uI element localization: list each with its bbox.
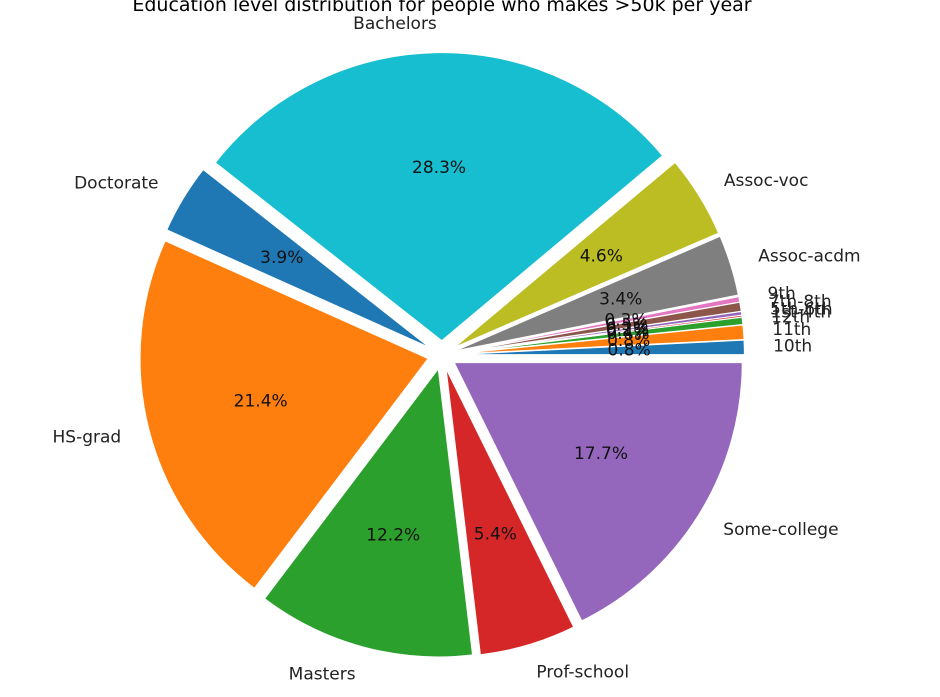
label-12th: 12th bbox=[771, 308, 810, 328]
label-10th: 10th bbox=[773, 337, 812, 357]
label-9th: 9th bbox=[768, 284, 796, 304]
label-bachelors: Bachelors bbox=[353, 14, 437, 34]
label-1st-4th: 1st-4th bbox=[770, 302, 831, 322]
label-5th-6th: 5th-6th bbox=[770, 299, 833, 319]
slice-assoc-acdm bbox=[455, 235, 739, 352]
slice-hs-grad bbox=[139, 240, 429, 590]
pct-hs-grad: 21.4% bbox=[234, 392, 288, 412]
label-hs-grad: HS-grad bbox=[53, 427, 122, 447]
slice-some-college bbox=[453, 362, 743, 622]
pct-1st-4th: 0.1% bbox=[606, 321, 649, 341]
label-assoc-acdm: Assoc-acdm bbox=[758, 247, 860, 267]
slice-masters bbox=[263, 367, 474, 658]
pct-some-college: 17.7% bbox=[574, 444, 628, 464]
slice-doctorate bbox=[166, 168, 430, 349]
pct-prof-school: 5.4% bbox=[474, 524, 517, 544]
pct-10th: 0.8% bbox=[608, 340, 651, 360]
label-7th-8th: 7th-8th bbox=[769, 292, 832, 312]
slice-bachelors bbox=[214, 52, 664, 342]
slice-prof-school bbox=[445, 368, 575, 656]
label-assoc-voc: Assoc-voc bbox=[724, 171, 809, 191]
pie-slices bbox=[139, 52, 745, 658]
pct-doctorate: 3.9% bbox=[260, 248, 303, 268]
pct-masters: 12.2% bbox=[366, 526, 420, 546]
pct-7th-8th: 0.5% bbox=[605, 315, 648, 335]
percent-labels: 0.8%0.8%0.4%0.1%0.2%0.5%0.3%3.4% 4.6% 28.3… bbox=[234, 158, 651, 546]
pct-9th: 0.3% bbox=[604, 311, 647, 331]
pct-5th-6th: 0.2% bbox=[606, 319, 649, 339]
slice-10th bbox=[456, 339, 745, 356]
slice-assoc-voc bbox=[453, 161, 720, 348]
label-masters: Masters bbox=[289, 665, 356, 685]
pct-assoc-acdm: 3.4% bbox=[599, 289, 642, 309]
label-11th: 11th bbox=[772, 320, 811, 340]
slice-11th bbox=[456, 324, 745, 355]
pct-12th: 0.4% bbox=[606, 324, 649, 344]
chart-title: Education level distribution for people … bbox=[132, 0, 751, 16]
label-some-college: Some-college bbox=[723, 520, 838, 540]
label-doctorate: Doctorate bbox=[74, 174, 158, 194]
pct-11th: 0.8% bbox=[607, 331, 650, 351]
slice-9th bbox=[456, 296, 741, 353]
pct-bachelors: 28.3% bbox=[412, 158, 466, 178]
label-prof-school: Prof-school bbox=[536, 662, 629, 682]
pct-assoc-voc: 4.6% bbox=[580, 247, 623, 267]
